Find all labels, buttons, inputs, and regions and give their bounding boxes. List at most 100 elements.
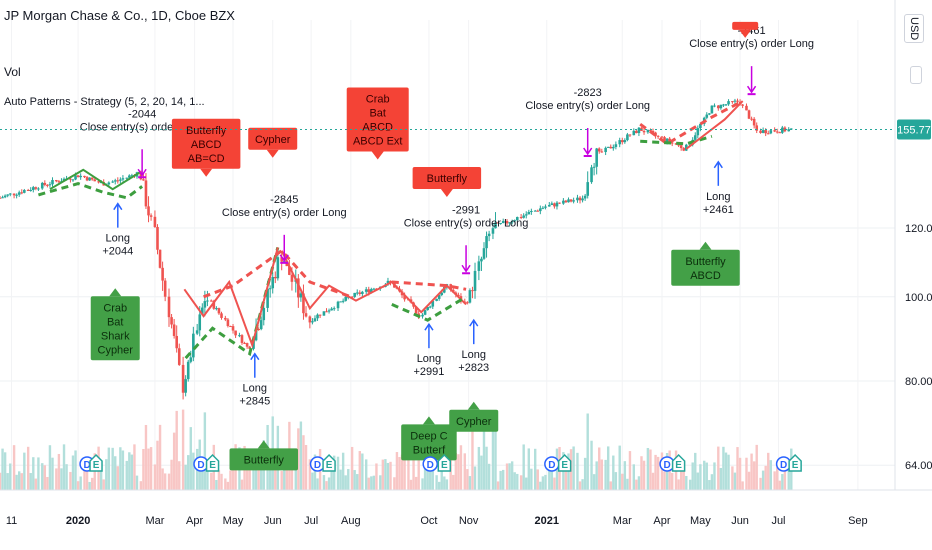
bullish-pattern-label (229, 448, 299, 471)
earnings-icon[interactable]: E (205, 453, 220, 472)
volume-bar (347, 469, 350, 490)
candle-body (288, 266, 291, 275)
long-arrow-head-icon (469, 318, 479, 327)
close-entry-label: -2845 (270, 194, 298, 206)
candle-body (130, 175, 134, 177)
long-entry-label: +2845 (239, 396, 270, 408)
candle-body (90, 177, 94, 180)
candle-body (747, 110, 751, 119)
volume-bar (621, 473, 624, 490)
dividend-icon[interactable]: D (422, 456, 438, 472)
volume-bar (51, 457, 54, 490)
earnings-icon[interactable]: E (322, 453, 336, 472)
price-axis[interactable]: 64.00 80.00 100.00 120.00 (894, 0, 932, 490)
last-price-value: 155.77 (897, 125, 931, 137)
earnings-icon[interactable]: E (557, 453, 572, 472)
candle-body (226, 319, 230, 327)
volume-bar (550, 458, 554, 490)
volume-bar (69, 471, 72, 490)
volume-bar (409, 479, 413, 490)
volume-bar (463, 453, 466, 490)
earnings-icon[interactable]: E (671, 453, 686, 472)
volume-bar (128, 452, 131, 490)
volume-bar (163, 473, 167, 490)
event-letter: E (209, 460, 216, 471)
candle-body (562, 200, 565, 204)
volume-bar (224, 478, 227, 490)
bearish-pattern-line (280, 250, 467, 314)
candle-body (20, 192, 24, 194)
pattern-name: Butterfly (685, 256, 726, 268)
volume-bar (642, 460, 646, 490)
candle-body (254, 328, 258, 341)
volume-bar (534, 448, 537, 490)
candle-body (243, 342, 246, 344)
close-entry-label: -2044 (128, 108, 156, 120)
currency-button[interactable]: USD (904, 14, 924, 44)
volume-bar (215, 480, 218, 490)
volume-bar (553, 477, 556, 490)
candle-body (473, 270, 477, 291)
volume-bar (505, 463, 509, 490)
candle-body (761, 130, 765, 133)
candle-body (482, 248, 486, 259)
candle-body (569, 199, 573, 202)
volume-bar (431, 468, 434, 490)
dividend-icon[interactable]: D (544, 456, 560, 472)
bullish-pattern-label (449, 409, 499, 432)
candle-body (245, 343, 249, 347)
x-tick-label: 2020 (66, 515, 90, 527)
volume-bar (299, 421, 303, 490)
candle-body (175, 335, 178, 349)
time-axis[interactable]: 11 2020 Mar Apr May Jun Jul Aug Oct Nov 2021 Mar Apr… (0, 489, 932, 527)
volume-bar (220, 473, 223, 490)
volume-bar (649, 449, 652, 490)
earnings-shape (557, 453, 572, 472)
volume-bar (210, 472, 213, 490)
earnings-icon[interactable]: E (89, 453, 103, 472)
volume-bar (708, 480, 711, 490)
volume-bar (745, 457, 748, 490)
candle-body (252, 340, 255, 349)
volume-bar (386, 462, 390, 490)
earnings-icon[interactable]: E (788, 453, 802, 472)
volume-bar (311, 472, 314, 490)
volume-bar (637, 476, 641, 490)
candle-body (322, 311, 326, 316)
candle-body (0, 197, 2, 199)
candle-body (339, 301, 342, 303)
candle-body (192, 333, 195, 358)
volume-bar (62, 444, 66, 490)
candle-body (586, 182, 590, 196)
volume-bar (23, 452, 26, 490)
x-tick-label: Jun (264, 515, 282, 527)
candle-body (635, 130, 638, 134)
candle-body (1, 197, 4, 199)
volume-bar (372, 475, 376, 490)
volume-bar (170, 459, 173, 490)
event-letter: E (675, 460, 682, 471)
pattern-name: Bat (107, 316, 124, 328)
close-entry-label: -2991 (452, 204, 480, 216)
candle-body (43, 182, 47, 185)
volume-bar (654, 454, 657, 490)
candle-body (158, 249, 162, 268)
volume-bar (496, 481, 500, 490)
volume-bar (747, 471, 751, 490)
scale-settings-button[interactable] (910, 66, 922, 84)
earnings-icon[interactable]: E (437, 453, 452, 472)
pattern-labels: Butterfly ABCD AB=CD Cypher Crab Bat ABCD ABCD … (90, 21, 759, 471)
x-tick-label: Mar (613, 515, 632, 527)
candle-body (656, 135, 660, 137)
candle-body (358, 292, 362, 294)
candle-body (457, 294, 460, 297)
close-entry-label: -2823 (574, 87, 602, 99)
dividend-icon[interactable]: D (193, 456, 209, 472)
candle-body (637, 127, 641, 134)
candle-body (614, 144, 618, 147)
event-letter: D (780, 460, 787, 471)
x-tick-label: Apr (653, 515, 670, 527)
candle-body (719, 104, 723, 109)
volume-bar (341, 452, 345, 490)
